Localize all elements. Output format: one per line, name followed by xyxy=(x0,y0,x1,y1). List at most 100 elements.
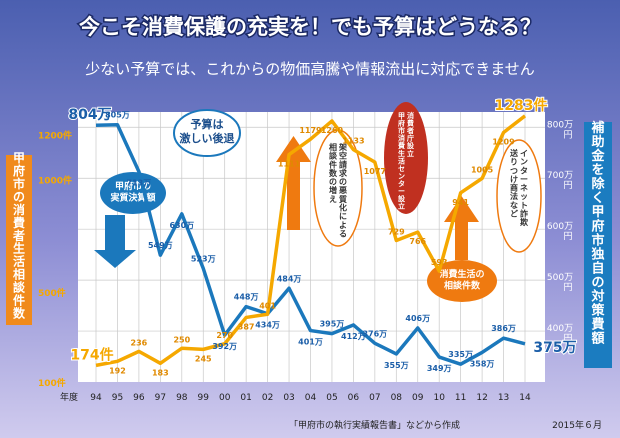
consult-data-label: 729 xyxy=(388,227,405,236)
budget-data-label: 412万 xyxy=(341,332,366,341)
x-tick-label: 11 xyxy=(455,393,466,403)
center-text: 消費者庁設立甲府市消費生活センター設立 xyxy=(398,111,415,211)
x-tick-label: 96 xyxy=(133,393,145,403)
consult-label-text: 消費生活の相談件数 xyxy=(439,268,484,291)
right-tick-label: 700万円 xyxy=(547,171,573,191)
x-tick-label: 13 xyxy=(498,393,509,403)
down-arrow-icon xyxy=(94,215,136,268)
consult-data-label: 1077 xyxy=(364,167,386,176)
consult-series-line xyxy=(95,114,527,368)
x-tick-label: 01 xyxy=(240,393,251,403)
budget-data-label: 355万 xyxy=(384,361,409,370)
fraud-1-text: 架空請求の悪質化による相談件数の増え xyxy=(329,142,348,238)
budget-data-label: 630万 xyxy=(169,221,194,230)
x-axis-name: 年度 xyxy=(60,391,78,403)
budget-data-label: 375万 xyxy=(533,340,576,356)
budget-data-label: 335万 xyxy=(448,350,473,359)
consult-data-label: 245 xyxy=(195,354,212,363)
right-tick-label: 600万円 xyxy=(547,222,573,242)
budget-data-label: 386万 xyxy=(491,324,516,333)
left-axis-label: 甲府市の消費者生活相談件数 xyxy=(12,151,26,321)
right-tick-label: 400万円 xyxy=(547,324,573,344)
fraud-2-bubble xyxy=(496,139,542,253)
up-arrow-icon-1 xyxy=(276,136,311,230)
left-axis-bar xyxy=(6,155,32,325)
consult-data-label: 270 xyxy=(216,331,233,340)
consult-data-label: 183 xyxy=(152,368,169,377)
consult-data-label: 766 xyxy=(409,237,426,246)
x-tick-label: 08 xyxy=(391,393,403,403)
consult-data-label: 236 xyxy=(131,338,148,347)
consult-data-label: 941 xyxy=(452,198,469,207)
consult-data-label: 593 xyxy=(431,258,448,267)
x-tick-label: 04 xyxy=(305,393,317,403)
consult-data-label: 1133 xyxy=(342,137,364,146)
budget-data-label: 805万 xyxy=(105,111,130,120)
consult-data-label: 250 xyxy=(173,335,190,344)
budget-data-label: 804万 xyxy=(68,107,111,123)
x-tick-label: 03 xyxy=(283,393,294,403)
consult-data-label: 174件 xyxy=(70,346,113,363)
consult-data-label: 401 xyxy=(259,301,276,310)
x-tick-label: 02 xyxy=(262,393,273,403)
budget-label-bubble xyxy=(100,172,166,214)
budget-data-label: 713万 xyxy=(127,179,152,188)
right-axis-ticks: 400万円 500万円 600万円 700万円 800万円 xyxy=(547,120,573,344)
left-tick-label: 500件 xyxy=(38,287,66,299)
consult-data-label: 1260 xyxy=(321,126,344,135)
budget-data-label: 484万 xyxy=(277,274,302,283)
x-axis-ticks: 94 95 96 97 98 99 00 01 02 03 04 05 06 07 08 09 10 11 12 13… xyxy=(90,393,531,403)
budget-data-label: 549万 xyxy=(148,241,173,250)
x-tick-label: 05 xyxy=(326,393,337,403)
chart-title: 今こそ消費保護の充実を！でも予算はどうなる？ xyxy=(79,15,541,39)
budget-data-label: 358万 xyxy=(470,359,495,368)
x-tick-label: 07 xyxy=(369,393,380,403)
x-tick-label: 10 xyxy=(433,393,445,403)
budget-data-label: 523万 xyxy=(191,254,216,263)
right-tick-label: 800万円 xyxy=(547,120,573,140)
source-note: 「甲府市の執行実績報告書」などから作成 xyxy=(289,419,460,431)
right-tick-label: 500万円 xyxy=(547,273,573,293)
budget-data-label: 406万 xyxy=(405,314,430,323)
budget-data-label: 376万 xyxy=(362,329,387,338)
left-tick-label: 100件 xyxy=(38,377,66,389)
consult-data-label: 192 xyxy=(109,366,126,375)
x-tick-label: 97 xyxy=(155,393,166,403)
left-tick-label: 1200件 xyxy=(38,130,72,142)
left-tick-label: 1000件 xyxy=(38,175,72,187)
consult-data-label: 1283件 xyxy=(495,97,548,114)
x-tick-label: 14 xyxy=(519,393,531,403)
x-tick-label: 09 xyxy=(412,393,424,403)
x-tick-label: 12 xyxy=(476,393,487,403)
consult-label-bubble xyxy=(427,260,497,302)
budget-data-label: 401万 xyxy=(298,338,323,347)
x-tick-label: 98 xyxy=(176,393,188,403)
consult-data-label: 1005 xyxy=(471,165,494,174)
budget-data-label: 448万 xyxy=(234,293,259,302)
x-tick-label: 95 xyxy=(112,393,123,403)
budget-bubble xyxy=(173,109,241,157)
budget-data-label: 395万 xyxy=(320,320,345,329)
budget-series-line xyxy=(95,122,526,366)
date-note: 2015年６月 xyxy=(552,419,602,431)
x-tick-label: 00 xyxy=(219,393,231,403)
up-arrow-icon-2 xyxy=(444,196,479,260)
chart-subtitle: 少ない予算では、これからの物価高騰や情報流出に対応できません xyxy=(85,60,535,78)
x-tick-label: 06 xyxy=(348,393,360,403)
budget-data-label: 392万 xyxy=(212,342,237,351)
budget-bubble-text: 予算は激しい後退 xyxy=(180,117,235,145)
x-tick-label: 94 xyxy=(90,393,102,403)
consult-data-label: 1111 xyxy=(278,160,301,169)
consult-data-labels: 174件 192 236 183 250 245 270 387 401 1111 1179 1260… xyxy=(69,96,548,378)
consult-data-label: 1209 xyxy=(492,137,515,146)
budget-data-label: 434万 xyxy=(255,321,280,330)
budget-data-label: 349万 xyxy=(427,364,452,373)
fraud-2-text: インターネット詐欺送りつけ商法など xyxy=(509,148,528,227)
consult-data-label: 1179 xyxy=(299,126,322,135)
x-tick-label: 99 xyxy=(198,393,210,403)
consult-data-label: 387 xyxy=(238,322,255,331)
right-axis-label: 補助金を除く甲府市独自の対策費額 xyxy=(590,120,605,347)
